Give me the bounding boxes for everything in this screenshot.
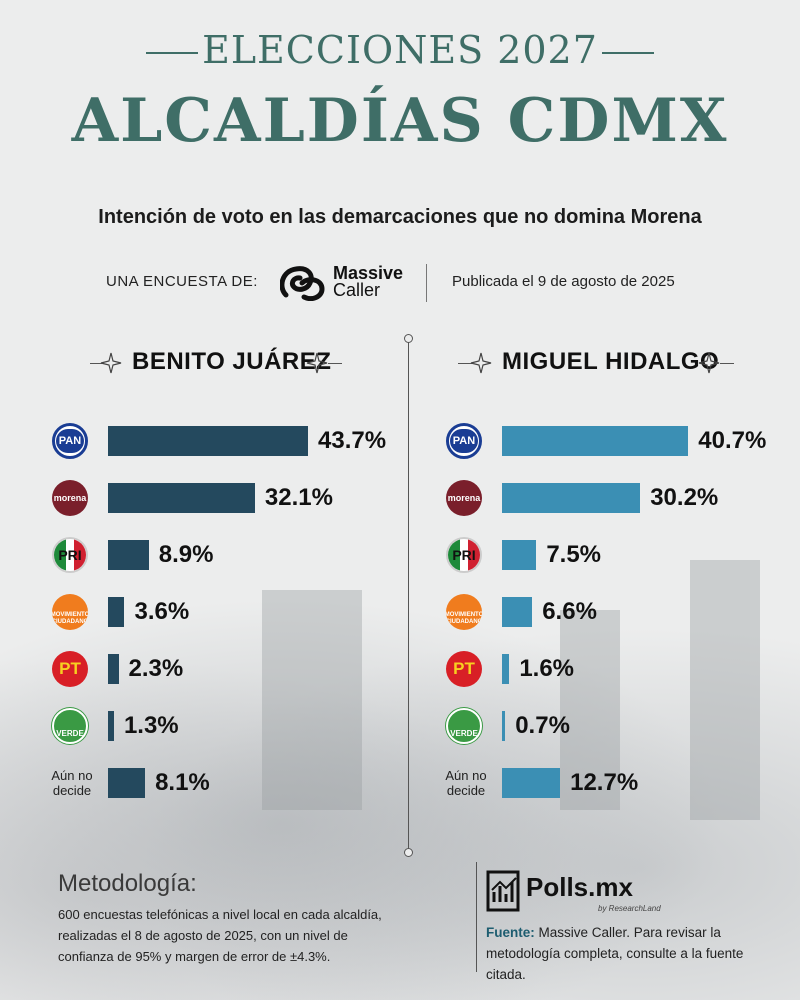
pan-logo-text: PAN <box>56 429 84 453</box>
polls-brand: Polls.mx <box>526 872 633 902</box>
bar <box>108 426 308 456</box>
chart-title-miguel-hidalgo: MIGUEL HIDALGO <box>502 348 720 375</box>
data-label: 3.6% <box>134 598 190 625</box>
bar <box>108 597 125 627</box>
chart-miguel-hidalgo: PAN 40.7% morena 30.2% PRI 7.5% MOVIMIENTO CIU… <box>442 423 800 816</box>
pri-logo-text: PRI <box>58 547 82 563</box>
pan-logo-icon: PAN <box>52 423 88 459</box>
movimiento-ciudadano-logo-icon: MOVIMIENTO CIUDADANO <box>52 594 88 630</box>
pollster-name-line1: Massive <box>333 263 404 283</box>
footer-divider <box>476 862 477 972</box>
published-date: Publicada el 9 de agosto de 2025 <box>452 273 675 290</box>
methodology-title: Metodología: <box>58 870 197 897</box>
background-building <box>262 590 362 810</box>
bar <box>502 426 689 456</box>
data-label: 32.1% <box>264 484 333 511</box>
polls-brand-sub: by ResearchLand <box>598 904 661 913</box>
byline-separator <box>426 264 427 302</box>
polls-chart-icon <box>486 870 520 912</box>
byline: UNA ENCUESTA DE: Massive Caller Publicad… <box>0 262 800 302</box>
data-label: 8.9% <box>158 541 214 568</box>
bar <box>502 597 533 627</box>
pri-logo-green <box>54 539 66 571</box>
undecided-label: Aún no decide <box>438 765 494 801</box>
divider-dot-bottom <box>404 848 413 857</box>
movimiento-ciudadano-logo-icon: MOVIMIENTO CIUDADANO <box>446 594 482 630</box>
pan-logo-text: PAN <box>450 429 478 453</box>
data-label: 1.3% <box>123 712 179 739</box>
bar <box>502 654 510 684</box>
title-line <box>720 363 734 364</box>
title-line <box>90 363 104 364</box>
sparkle-icon <box>306 352 328 374</box>
kicker-title: ELECCIONES 2027 <box>202 28 598 72</box>
undecided-label-line2: decide <box>52 783 92 798</box>
title-line <box>328 363 342 364</box>
pri-logo-icon: PRI <box>52 537 88 573</box>
bar <box>108 483 255 513</box>
bar <box>108 768 146 798</box>
undecided-label: Aún no decide <box>44 765 100 801</box>
pri-logo-green <box>448 539 460 571</box>
source-note: Fuente: Massive Caller. Para revisar la … <box>486 922 786 985</box>
pollster-name: Massive Caller <box>333 263 404 300</box>
main-title: ALCALDÍAS CDMX <box>71 86 729 156</box>
bar <box>502 540 537 570</box>
sparkle-icon <box>470 352 492 374</box>
methodology-text: 600 encuestas telefónicas a nivel local … <box>58 907 382 964</box>
pri-logo-icon: PRI <box>446 537 482 573</box>
pan-logo-icon: PAN <box>446 423 482 459</box>
verde-logo-icon: VERDE <box>52 708 88 744</box>
bar <box>502 711 506 741</box>
verde-logo-icon: VERDE <box>446 708 482 744</box>
data-label: 12.7% <box>570 769 639 796</box>
data-label: 30.2% <box>650 484 719 511</box>
bar <box>502 483 641 513</box>
pt-logo-icon: PT <box>446 651 482 687</box>
massive-caller-logo-icon <box>280 266 325 301</box>
source-text: Massive Caller. Para revisar la metodolo… <box>486 925 744 982</box>
background-building <box>690 560 760 820</box>
pri-logo-red <box>74 539 86 571</box>
bar <box>108 711 114 741</box>
center-divider <box>408 340 409 852</box>
byline-label: UNA ENCUESTA DE: <box>106 273 258 290</box>
sparkle-icon <box>100 352 122 374</box>
bar <box>108 540 149 570</box>
subtitle: Intención de voto en las demarcaciones q… <box>98 206 702 228</box>
background-building <box>560 610 620 810</box>
kicker-line-right <box>602 52 654 54</box>
pri-logo-red <box>468 539 480 571</box>
undecided-label-line2: decide <box>446 783 486 798</box>
sparkle-icon <box>698 352 720 374</box>
data-label: 6.6% <box>542 598 597 625</box>
undecided-label-line1: Aún no <box>445 768 487 783</box>
source-label: Fuente: <box>486 925 535 940</box>
data-label: 43.7% <box>318 427 387 454</box>
data-label: 2.3% <box>128 655 184 682</box>
morena-logo-icon: morena <box>446 480 482 516</box>
chart-title-benito-juarez: BENITO JUÁREZ <box>132 348 332 375</box>
pollster-name-line2: Caller <box>333 280 381 300</box>
title-line <box>458 363 472 364</box>
data-label: 8.1% <box>155 769 210 796</box>
data-label: 0.7% <box>515 712 570 739</box>
data-label: 40.7% <box>698 427 767 454</box>
chart-benito-juarez: PAN 43.7% morena 32.1% PRI 8.9% MOVIMIENTO CIU… <box>48 423 428 816</box>
divider-dot-top <box>404 334 413 343</box>
data-label: 1.6% <box>519 655 575 682</box>
pri-logo-text: PRI <box>452 547 476 563</box>
bar <box>502 768 561 798</box>
undecided-label-line1: Aún no <box>51 768 93 783</box>
morena-logo-icon: morena <box>52 480 88 516</box>
pt-logo-icon: PT <box>52 651 88 687</box>
bar <box>108 654 119 684</box>
data-label: 7.5% <box>546 541 602 568</box>
kicker-line-left <box>146 52 198 54</box>
